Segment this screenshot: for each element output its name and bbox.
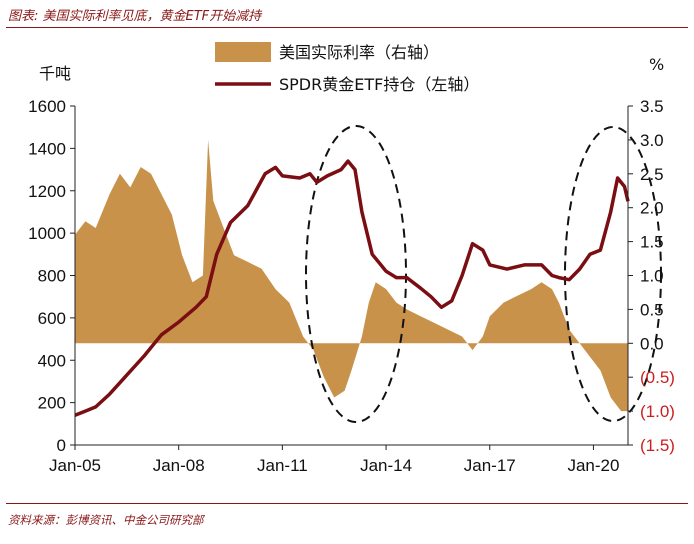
- annotation-ellipse-1: [305, 125, 407, 423]
- right-axis-unit: %: [649, 55, 664, 74]
- legend-area-label: 美国实际利率（右轴）: [279, 43, 439, 62]
- figure-title: 图表: 美国实际利率见底，黄金ETF开始减持: [8, 9, 262, 24]
- spdr-holdings-line: [74, 159, 630, 417]
- right-tick-label: 3.0: [640, 131, 664, 150]
- x-tick-label: Jan-17: [464, 456, 516, 475]
- right-tick-label: 0.0: [640, 334, 664, 353]
- real-rate-area: [75, 139, 628, 412]
- right-tick-label: (0.5): [640, 368, 675, 387]
- area-layer: [75, 139, 628, 412]
- right-tick-label: 2.0: [640, 199, 664, 218]
- left-tick-label: 0: [57, 436, 66, 455]
- x-tick-label: Jan-05: [49, 456, 101, 475]
- x-tick-label: Jan-11: [257, 456, 308, 475]
- left-tick-label: 600: [38, 309, 66, 328]
- left-tick-label: 1000: [28, 224, 66, 243]
- legend: 美国实际利率（右轴） SPDR黄金ETF持仓（左轴）: [215, 42, 479, 94]
- right-tick-label: 1.5: [640, 233, 664, 252]
- right-tick-label: (1.0): [640, 402, 675, 421]
- figure-source: 资料来源：彭博资讯、中金公司研究部: [8, 513, 204, 527]
- annotation-layer: [305, 125, 662, 423]
- x-tick-label: Jan-14: [360, 456, 412, 475]
- left-axis-ticks: 0 200 400 600 800 1000 1200 1400 1600: [28, 97, 75, 455]
- left-tick-label: 200: [38, 394, 66, 413]
- right-tick-label: 3.5: [640, 97, 664, 116]
- x-tick-label: Jan-08: [153, 456, 205, 475]
- top-rule: [6, 27, 688, 28]
- right-axis-ticks: 3.5 3.0 2.5 2.0 1.5 1.0 0.5 0.0 (0.5) (1.0) (1.5): [628, 97, 675, 455]
- x-tick-label: Jan-20: [567, 456, 619, 475]
- left-tick-label: 800: [38, 267, 66, 286]
- right-tick-label: 2.5: [640, 165, 664, 184]
- right-tick-label: 0.5: [640, 300, 664, 319]
- line-layer: [74, 159, 630, 417]
- x-axis-ticks: Jan-05 Jan-08 Jan-11 Jan-14 Jan-17 Jan-20: [49, 445, 619, 475]
- left-tick-label: 1600: [28, 97, 66, 116]
- left-tick-label: 400: [38, 351, 66, 370]
- legend-line-label: SPDR黄金ETF持仓（左轴）: [279, 75, 479, 94]
- bottom-rule: [6, 503, 688, 504]
- left-tick-label: 1400: [28, 139, 66, 158]
- annotation-ellipse-2: [564, 126, 662, 422]
- left-axis-unit: 千吨: [39, 64, 71, 83]
- right-tick-label: (1.5): [640, 436, 675, 455]
- right-tick-label: 1.0: [640, 267, 664, 286]
- left-tick-label: 1200: [28, 182, 66, 201]
- legend-area-swatch: [215, 42, 271, 62]
